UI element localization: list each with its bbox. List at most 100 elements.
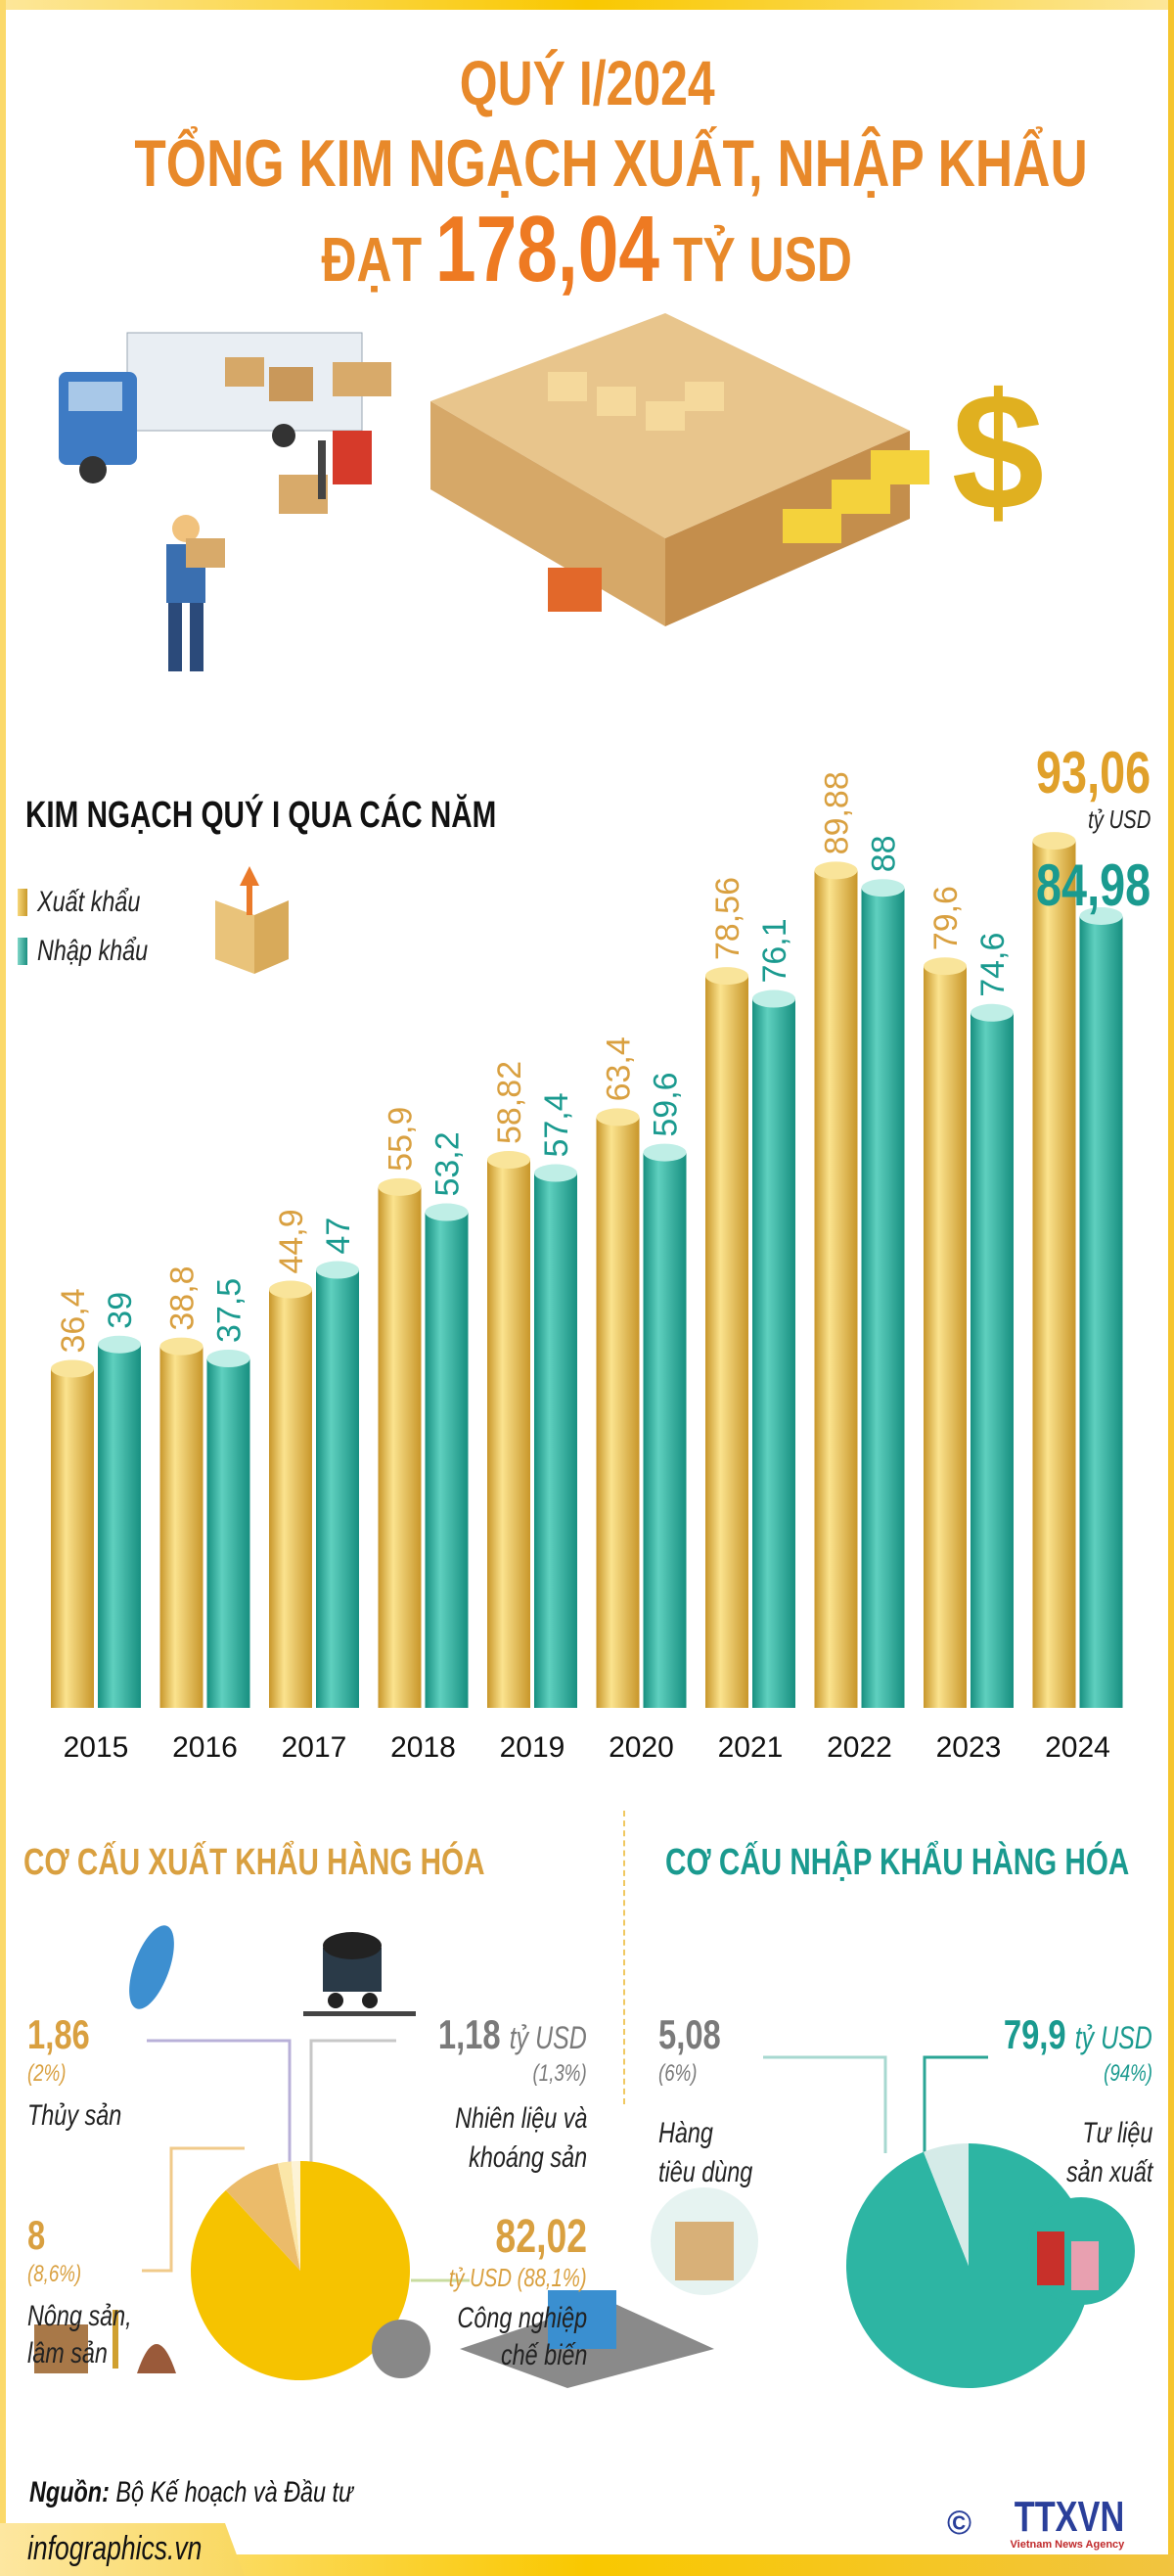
bar-import-2024 [1079, 915, 1123, 1708]
bar-cap [206, 1350, 250, 1367]
bar-cap [51, 1359, 94, 1378]
bar-cap [705, 967, 748, 986]
legend-item-import: Nhập khẩu [18, 935, 179, 968]
svg-text:$: $ [952, 359, 1045, 545]
bar-export-2015 [51, 1368, 94, 1708]
legend-label-import: Nhập khẩu [37, 935, 149, 967]
logistics-illustration: $ [59, 313, 1045, 671]
box-arrow-icon [215, 866, 289, 974]
bar-export-2018 [378, 1186, 422, 1708]
consumer-label: Hàng tiêu dùng [658, 2117, 753, 2188]
bar-export-2023 [924, 966, 967, 1708]
bar-label-export-2015: 36,4 [55, 1288, 92, 1353]
bar-cap [643, 1143, 687, 1162]
fuel-label: Nhiên liệu và khoáng sản [454, 2102, 587, 2174]
bar-label-import-2018: 53,2 [429, 1131, 467, 1196]
bar-label-import-2019: 57,4 [538, 1092, 575, 1157]
bar-export-2016 [159, 1346, 203, 1708]
capital-value: 79,9 tỷ USD [1004, 2011, 1152, 2057]
dollar-icon: $ [952, 359, 1045, 545]
frame-bottom [0, 2554, 1174, 2576]
fuel-value: 1,18 tỷ USD [438, 2011, 587, 2057]
gear-piston-icon [372, 2320, 430, 2378]
bar-cap [425, 1203, 469, 1221]
fishery-label: Thủy sản [27, 2099, 122, 2132]
bar-label-import-2022: 88 [866, 835, 903, 872]
pie-slice-3 [291, 2161, 300, 2271]
export-structure-heading: CƠ CẤU XUẤT KHẨU HÀNG HÓA [23, 1842, 485, 1883]
bar-cap [98, 1335, 141, 1354]
truck-icon [59, 332, 363, 483]
header-line2-text: TỔNG KIM NGẠCH XUẤT, NHẬP KHẨU [134, 126, 1088, 201]
bar-label-export-2020: 63,4 [601, 1036, 638, 1101]
site-link[interactable]: infographics.vn [27, 2530, 203, 2567]
year-label-2020: 2020 [609, 1731, 674, 1764]
bar-label-import-2020: 59,6 [648, 1072, 685, 1136]
bar-cap [596, 1108, 640, 1127]
bar-cap [924, 957, 967, 976]
thread-spools-icon [1027, 2197, 1135, 2305]
bar-import-2019 [534, 1173, 577, 1708]
factory-icon [460, 2290, 714, 2388]
bar-cap [752, 989, 795, 1008]
leader-consumer [763, 2055, 887, 2153]
bar-export-2020 [596, 1117, 640, 1708]
bar-cap [159, 1337, 203, 1356]
frame-left [0, 0, 6, 2576]
industry-label: Công nghiệp chế biến [457, 2302, 587, 2371]
bar-import-2018 [425, 1212, 469, 1708]
year-label-2016: 2016 [172, 1731, 238, 1764]
header-line2: TỔNG KIM NGẠCH XUẤT, NHẬP KHẨU [0, 125, 1174, 202]
agri-pct: (8,6%) [27, 2261, 82, 2287]
header-line3: ĐẠT 178,04 TỶ USD [0, 196, 1174, 303]
capital-pct: (94%) [1104, 2060, 1152, 2087]
bar-cap [487, 1151, 530, 1170]
bar-import-2017 [316, 1269, 359, 1708]
header-prefix: ĐẠT [321, 224, 423, 295]
bar-label-export-2023: 79,6 [927, 886, 965, 950]
bar-label-import-2016: 37,5 [211, 1278, 248, 1343]
bar-import-2022 [861, 888, 905, 1708]
consumer-value: 5,08 [658, 2011, 721, 2057]
bar-export-2019 [487, 1160, 530, 1708]
export-pie [191, 2161, 411, 2380]
agri-label: Nông sản, lâm sản [27, 2300, 132, 2369]
bar-cap [1032, 832, 1076, 851]
bar-label-export-2016: 38,8 [164, 1265, 202, 1330]
bar-export-2021 [705, 976, 748, 1708]
header-line1-text: QUÝ I/2024 [459, 48, 715, 118]
bar-cap [814, 861, 858, 880]
year-label-2018: 2018 [390, 1731, 456, 1764]
leader-agri [142, 2146, 245, 2273]
bar-cap [971, 1003, 1014, 1022]
year-label-2022: 2022 [827, 1731, 892, 1764]
bar-label-import-2023: 74,6 [974, 933, 1012, 997]
agriculture-icon [34, 2310, 176, 2373]
legend-item-export: Xuất khẩu [18, 886, 169, 919]
ttxvn-logo: © TTXVN Vietnam News Agency [947, 2496, 1125, 2552]
bar-label-export-2021: 78,56 [709, 877, 746, 960]
capital-label: Tư liệu sản xuất [1065, 2117, 1152, 2188]
site-tab [0, 2523, 245, 2576]
import-structure-heading: CƠ CẤU NHẬP KHẨU HÀNG HÓA [665, 1842, 1130, 1883]
bar-export-2017 [269, 1289, 312, 1708]
industry-pct: tỷ USD (88,1%) [449, 2263, 587, 2292]
label-2024-import: 84,98 [1035, 852, 1151, 918]
logo-subtitle: Vietnam News Agency [1010, 2539, 1125, 2551]
pie-charts [34, 1925, 1135, 2388]
label-2024-export: 93,06 [1035, 740, 1151, 805]
copyright-icon: © [947, 2504, 972, 2542]
bar-cap [534, 1164, 577, 1182]
leader-fuel [309, 2039, 396, 2168]
consumer-pct: (6%) [658, 2060, 698, 2087]
header-suffix: TỶ USD [673, 224, 853, 295]
coal-cart-icon [303, 1932, 416, 2016]
bar-label-import-2017: 47 [320, 1218, 357, 1255]
bar-cap [316, 1261, 359, 1279]
section-divider [623, 1811, 625, 2104]
pie-slice-1 [225, 2163, 300, 2271]
frame-right [1168, 0, 1174, 2576]
bar-cap [1079, 906, 1123, 925]
fuel-pct: (1,3%) [532, 2060, 587, 2087]
legend-swatch-import [18, 938, 27, 965]
